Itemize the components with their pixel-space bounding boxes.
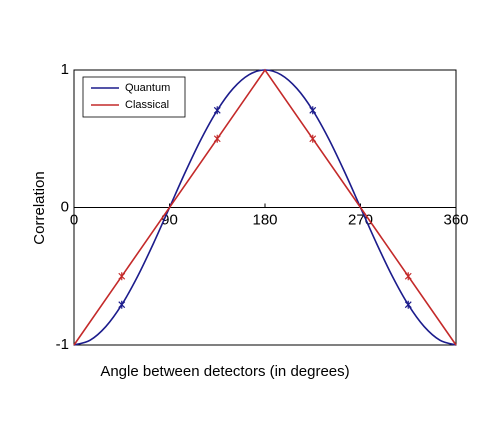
- point-marker: [213, 134, 221, 143]
- point-marker: [309, 106, 317, 115]
- series-line: [73, 68, 457, 346]
- point-marker: [213, 106, 221, 115]
- x-tick-label: 360: [443, 211, 468, 228]
- x-tick-label: 0: [70, 211, 78, 228]
- y-axis-label: Correlation: [31, 171, 48, 244]
- point-marker: [404, 272, 412, 281]
- x-tick-label: 180: [252, 211, 277, 228]
- point-marker: [309, 134, 317, 143]
- point-marker: [118, 300, 126, 309]
- y-tick-label: 1: [61, 61, 69, 78]
- y-tick-label: 0: [61, 198, 69, 215]
- y-tick-label: -1: [56, 336, 69, 353]
- x-axis-label: Angle between detectors (in degrees): [100, 363, 349, 380]
- legend-label: Quantum: [125, 82, 170, 94]
- legend-box: [82, 76, 186, 118]
- legend-label: Classical: [125, 99, 169, 111]
- point-marker: [404, 300, 412, 309]
- point-marker: [118, 272, 126, 281]
